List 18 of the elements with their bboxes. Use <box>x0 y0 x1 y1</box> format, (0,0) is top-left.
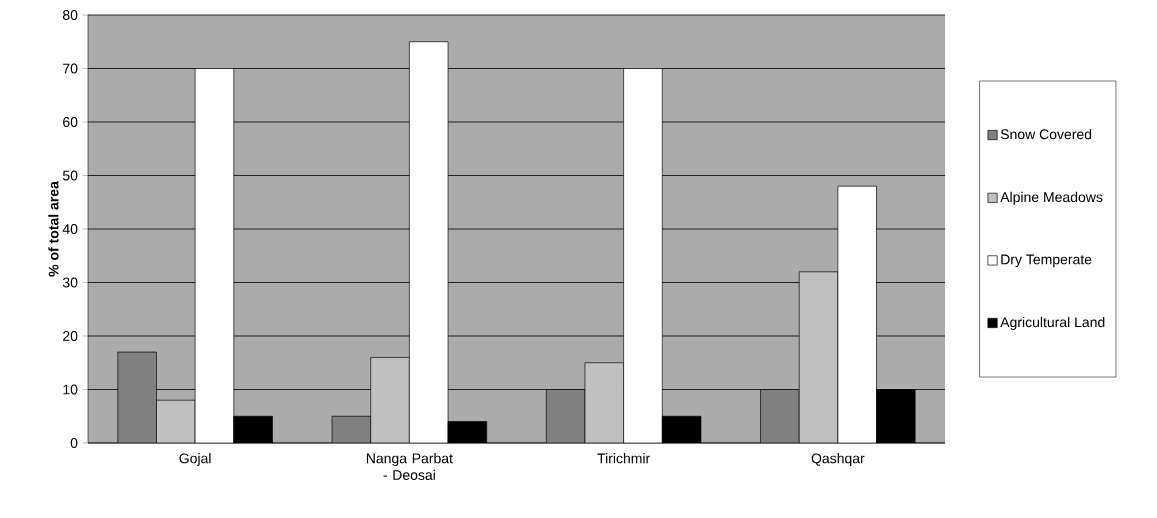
legend-label: Alpine Meadows <box>1000 191 1103 205</box>
y-tick-label: 20 <box>63 331 78 341</box>
y-tick-label: 50 <box>62 170 78 181</box>
legend-label: Agricultural Land <box>1000 316 1105 330</box>
x-tick-label: Nanga Parbat - Deosai <box>366 453 453 480</box>
x-tick-label: Gojal <box>179 453 211 467</box>
y-tick-label: 40 <box>62 224 78 234</box>
y-tick-label: 60 <box>63 117 78 127</box>
y-tick-label: 30 <box>62 277 78 288</box>
legend-label: Dry Temperate <box>1001 254 1092 268</box>
y-axis-title: % of total area <box>48 181 59 277</box>
y-tick-label: 70 <box>63 63 78 74</box>
y-tick-label: 10 <box>63 384 78 395</box>
y-tick-label: 0 <box>70 438 78 448</box>
x-tick-label: Qashqar <box>811 453 865 467</box>
x-tick-label: Tirichmir <box>597 453 650 464</box>
legend-label: Snow Covered <box>1000 128 1092 140</box>
y-tick-label: 80 <box>62 10 78 20</box>
